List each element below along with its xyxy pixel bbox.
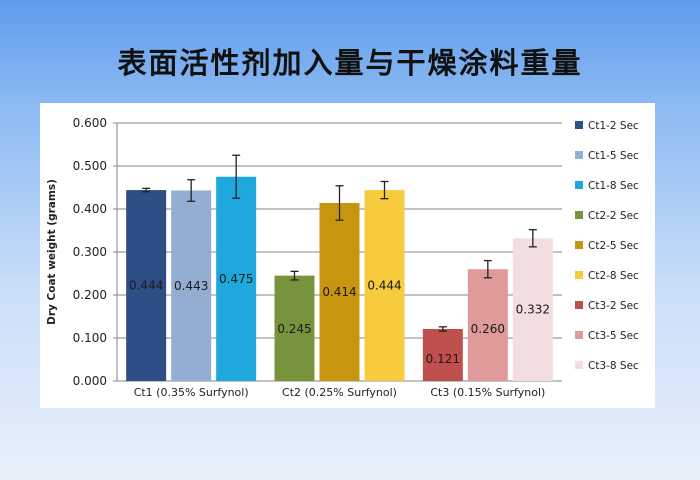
y-tick-label: 0.500 bbox=[73, 159, 107, 173]
bar bbox=[274, 275, 315, 381]
data-label: 0.414 bbox=[322, 285, 356, 299]
data-label: 0.245 bbox=[277, 322, 311, 336]
slide-title: 表面活性剂加入量与干燥涂料重量 bbox=[117, 46, 583, 80]
bar bbox=[171, 190, 212, 381]
bar bbox=[126, 190, 167, 381]
legend-swatch bbox=[575, 121, 583, 129]
y-tick-label: 0.200 bbox=[73, 288, 107, 302]
bar bbox=[319, 202, 360, 381]
bar bbox=[364, 190, 405, 381]
y-tick-label: 0.600 bbox=[73, 116, 107, 130]
y-tick-label: 0.400 bbox=[73, 202, 107, 216]
legend-label: Ct3-2 Sec bbox=[588, 300, 639, 312]
data-label: 0.332 bbox=[516, 303, 550, 317]
data-label: 0.260 bbox=[471, 322, 505, 336]
legend-swatch bbox=[575, 151, 583, 159]
legend-label: Ct1-2 Sec bbox=[588, 120, 639, 132]
category-label: Ct3 (0.15% Surfynol) bbox=[430, 386, 545, 399]
y-axis-title: Dry Coat weight (grams) bbox=[46, 179, 58, 325]
bar-chart: 0.000 0.100 0.200 0.300 0.400 0.500 0.600 Dry C… bbox=[46, 116, 639, 399]
legend-swatch bbox=[575, 271, 583, 279]
data-label: 0.444 bbox=[129, 279, 163, 293]
y-tick-label: 0.100 bbox=[73, 331, 107, 345]
legend-swatch bbox=[575, 301, 583, 309]
data-label: 0.443 bbox=[174, 279, 208, 293]
bar bbox=[467, 269, 508, 381]
category-label: Ct2 (0.25% Surfynol) bbox=[282, 386, 397, 399]
bar bbox=[216, 176, 257, 381]
bar bbox=[512, 238, 553, 381]
y-tick-label: 0.000 bbox=[73, 374, 107, 388]
legend-swatch bbox=[575, 361, 583, 369]
legend-label: Ct2-8 Sec bbox=[588, 270, 639, 282]
legend-swatch bbox=[575, 181, 583, 189]
y-tick-label: 0.300 bbox=[73, 245, 107, 259]
legend-label: Ct2-2 Sec bbox=[588, 210, 639, 222]
chart-panel: 0.000 0.100 0.200 0.300 0.400 0.500 0.600 Dry C… bbox=[40, 103, 655, 408]
bar bbox=[422, 328, 463, 381]
legend-label: Ct1-8 Sec bbox=[588, 180, 639, 192]
category-label: Ct1 (0.35% Surfynol) bbox=[134, 386, 249, 399]
legend-label: Ct2-5 Sec bbox=[588, 240, 639, 252]
legend-label: Ct1-5 Sec bbox=[588, 150, 639, 162]
data-label: 0.444 bbox=[367, 279, 401, 293]
data-label: 0.121 bbox=[426, 352, 460, 366]
legend-swatch bbox=[575, 241, 583, 249]
legend-label: Ct3-5 Sec bbox=[588, 330, 639, 342]
legend-swatch bbox=[575, 211, 583, 219]
legend-swatch bbox=[575, 331, 583, 339]
data-label: 0.475 bbox=[219, 272, 253, 286]
legend-label: Ct3-8 Sec bbox=[588, 360, 639, 372]
